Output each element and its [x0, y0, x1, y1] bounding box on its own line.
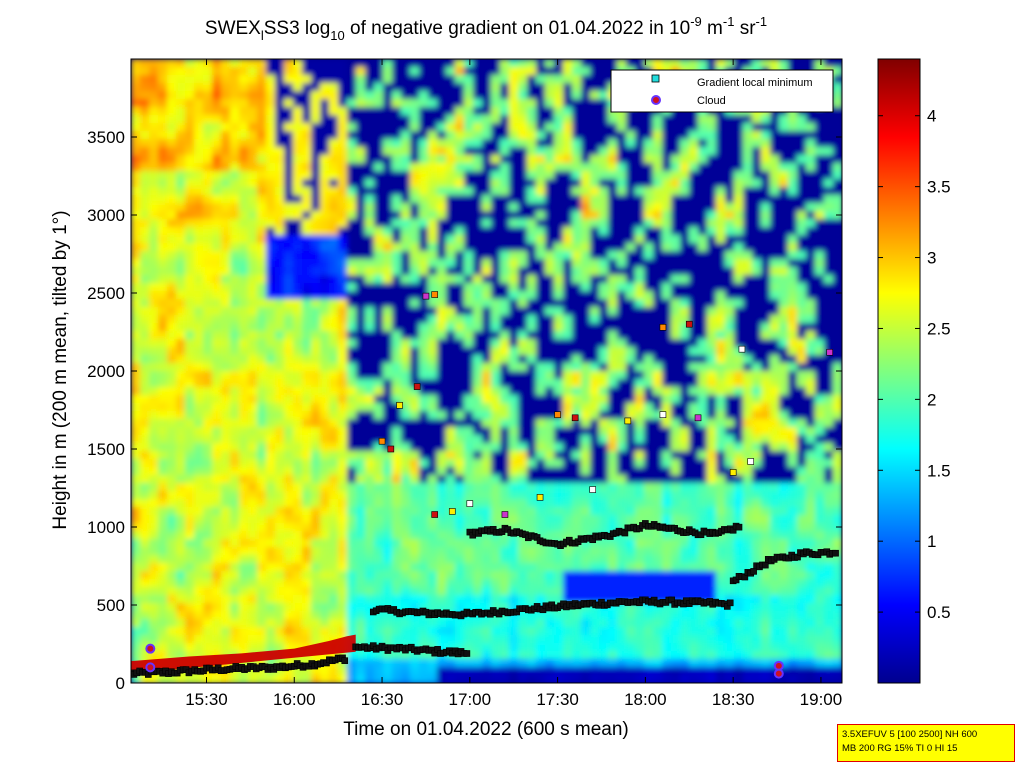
cloud-marker — [145, 662, 156, 673]
gradient-minimum-marker — [554, 411, 561, 418]
gradient-minimum-marker — [378, 437, 386, 445]
gradient-minimum-marker — [832, 549, 839, 557]
x-tick-label: 16:00 — [273, 690, 316, 709]
gradient-minimum-marker — [738, 345, 746, 353]
gradient-minimum-marker — [501, 511, 509, 518]
chart-title: SWEXlSS3 log10 of negative gradient on 0… — [205, 14, 767, 43]
colorbar-tick-label: 1.5 — [927, 461, 951, 480]
colorbar-tick-label: 4 — [927, 107, 936, 126]
x-tick-label: 15:30 — [185, 690, 228, 709]
x-tick-label: 19:00 — [800, 690, 843, 709]
y-tick-label: 500 — [97, 596, 125, 615]
colorbar-tick-label: 2.5 — [927, 319, 951, 338]
y-tick-label: 2500 — [87, 284, 125, 303]
colorbar-tick-label: 3.5 — [927, 178, 951, 197]
y-tick-label: 3000 — [87, 206, 125, 225]
y-axis-label: Height in m (200 m mean, tilted by 1°) — [50, 210, 71, 529]
x-tick-label: 18:00 — [624, 690, 667, 709]
cloud-marker — [145, 643, 156, 654]
gradient-minimum-marker — [431, 511, 439, 518]
y-axis: 0 500 1000 1500 2000 2500 3000 3500 — [87, 128, 842, 693]
gradient-minimum-marker — [694, 414, 702, 422]
gradient-minimum-marker — [726, 599, 734, 607]
gradient-minimum-marker — [659, 324, 667, 331]
info-line-1: 3.5XEFUV 5 [100 2500] NH 600 — [842, 729, 978, 740]
gradient-minimum-marker — [589, 486, 597, 493]
colorbar: 0.5 1 1.5 2 2.5 3 3.5 4 — [877, 58, 951, 684]
x-tick-label: 16:30 — [361, 690, 404, 709]
legend: Gradient local minimum Cloud — [610, 69, 834, 113]
gradient-minimum-marker — [747, 458, 755, 465]
gradient-minimum-marker — [762, 561, 769, 569]
gradient-minimum-marker — [431, 291, 439, 298]
gradient-minimum-marker — [466, 500, 474, 507]
y-tick-label: 1500 — [87, 440, 125, 459]
marker-layer — [131, 291, 839, 679]
gradient-minimum-marker — [413, 383, 421, 390]
gradient-minimum-marker — [826, 348, 834, 356]
x-axis: 15:30 16:00 16:30 17:00 17:30 18:00 18:30 19:00 — [185, 59, 842, 709]
gradient-minimum-marker — [729, 469, 737, 476]
gradient-minimum-marker — [685, 320, 693, 328]
y-tick-label: 0 — [116, 674, 125, 693]
colorbar-tick-label: 3 — [927, 249, 936, 268]
x-tick-label: 18:30 — [712, 690, 755, 709]
x-axis-label: Time on 01.04.2022 (600 s mean) — [343, 719, 629, 740]
legend-label-cloud: Cloud — [697, 95, 726, 107]
info-line-2: MB 200 RG 15% TI 0 HI 15 — [842, 743, 958, 754]
colorbar-tick-label: 2 — [927, 390, 936, 409]
colorbar-tick-label: 1 — [927, 532, 936, 551]
x-tick-label: 17:30 — [536, 690, 579, 709]
processing-info-box: 3.5XEFUV 5 [100 2500] NH 600 MB 200 RG 1… — [837, 724, 1015, 762]
gradient-minimum-marker — [422, 292, 430, 300]
y-tick-label: 3500 — [87, 128, 125, 147]
gradient-minimum-marker — [463, 650, 471, 657]
gradient-minimum-marker — [396, 402, 403, 409]
gradient-minimum-marker — [536, 494, 544, 501]
legend-marker-cloud — [651, 95, 661, 105]
y-tick-label: 1000 — [87, 518, 125, 537]
gradient-minimum-marker — [448, 508, 456, 515]
colorbar-tick-label: 0.5 — [927, 603, 951, 622]
legend-label-gradient: Gradient local minimum — [697, 77, 813, 89]
legend-marker-gradient — [651, 74, 660, 83]
gradient-minimum-marker — [341, 657, 349, 664]
gradient-minimum-marker — [387, 445, 395, 453]
gradient-minimum-marker — [571, 414, 579, 422]
gradient-minimum-marker — [659, 411, 667, 418]
x-tick-label: 17:00 — [449, 690, 492, 709]
gradient-minimum-marker — [735, 523, 743, 531]
cloud-marker — [773, 668, 784, 679]
gradient-minimum-marker — [624, 417, 632, 425]
y-tick-label: 2000 — [87, 362, 125, 381]
heatmap — [131, 59, 842, 683]
gradient-minimum-marker — [750, 568, 757, 575]
